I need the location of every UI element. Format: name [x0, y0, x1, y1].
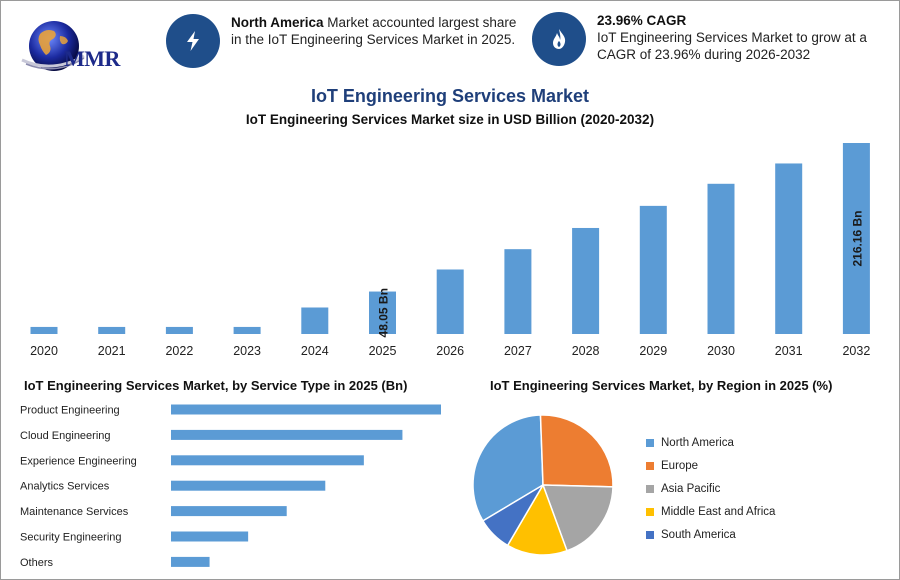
- legend-swatch: [646, 484, 654, 493]
- market-size-bar-chart: 2020 2021 2022 2023 2024 2025 2026 2027 2028 2029…: [30, 143, 870, 358]
- hbar-experience-engineering: [171, 455, 364, 466]
- legend-item: Asia Pacific: [646, 478, 775, 501]
- region-pie-chart: [472, 414, 614, 556]
- logo-text: MMR: [64, 46, 120, 71]
- region-legend: North America Europe Asia Pacific Middle Ea…: [646, 432, 775, 546]
- info-cagr-bold: 23.96% CAGR: [597, 13, 687, 28]
- pie-slice-north-america: [472, 414, 544, 522]
- category-label: Cloud Engineering: [20, 430, 111, 442]
- bar-2027: [504, 249, 532, 334]
- legend-label: Middle East and Africa: [661, 505, 776, 518]
- legend-swatch: [646, 439, 654, 448]
- category-label: Product Engineering: [20, 405, 120, 417]
- bar-2028: [572, 227, 600, 334]
- pie-slice-middle-east-and-africa: [506, 483, 568, 556]
- x-tick-label: 2029: [639, 344, 667, 358]
- x-tick-label: 2025: [369, 344, 397, 358]
- hbar-product-engineering: [171, 404, 441, 415]
- category-label: Security Engineering: [20, 532, 122, 544]
- hbar-cloud-engineering: [171, 429, 403, 440]
- x-tick-label: 2026: [436, 344, 464, 358]
- legend-label: Asia Pacific: [661, 482, 721, 495]
- pie-slice-europe: [539, 414, 614, 488]
- flame-icon: [532, 12, 586, 66]
- legend-item: Europe: [646, 455, 775, 478]
- lightning-bolt-icon: [166, 14, 220, 68]
- x-tick-label: 2027: [504, 344, 532, 358]
- bar-2031: [775, 163, 803, 334]
- info-box-cagr: 23.96% CAGR IoT Engineering Services Mark…: [532, 12, 896, 66]
- hbar-maintenance-services: [171, 506, 287, 517]
- hbar-others: [171, 556, 210, 567]
- x-tick-label: 2028: [572, 344, 600, 358]
- bar-2030: [707, 183, 735, 334]
- data-label-2032: 216.16 Bn: [850, 210, 864, 266]
- category-label: Maintenance Services: [20, 506, 129, 518]
- x-tick-label: 2020: [30, 344, 58, 358]
- x-tick-label: 2024: [301, 344, 329, 358]
- legend-item: North America: [646, 432, 775, 455]
- legend-item: South America: [646, 523, 775, 546]
- bar-2020: [30, 326, 58, 334]
- bar-2024: [301, 307, 329, 334]
- category-label: Analytics Services: [20, 481, 110, 493]
- pie-slice-south-america: [481, 484, 544, 547]
- info-box-region: North America Market accounted largest s…: [166, 14, 526, 68]
- info-cagr-text: IoT Engineering Services Market to grow …: [597, 30, 867, 62]
- hbar-security-engineering: [171, 531, 249, 542]
- service-type-bar-chart: Product Engineering Cloud Engineering Expe…: [20, 404, 441, 569]
- region-chart-title: IoT Engineering Services Market, by Regi…: [490, 378, 833, 393]
- pie-slice-asia-pacific: [541, 484, 614, 552]
- legend-label: North America: [661, 437, 734, 450]
- bar-2029: [639, 205, 667, 334]
- legend-item: Middle East and Africa: [646, 500, 775, 523]
- info-region-bold: North America: [231, 15, 324, 30]
- service-type-chart-title: IoT Engineering Services Market, by Serv…: [24, 378, 408, 393]
- bar-2032: [842, 143, 870, 334]
- bar-2026: [436, 269, 464, 334]
- x-tick-label: 2032: [842, 344, 870, 358]
- bar-2021: [98, 326, 126, 334]
- legend-label: South America: [661, 528, 736, 541]
- category-label: Others: [20, 557, 54, 569]
- bar-2023: [233, 326, 261, 334]
- hbar-analytics-services: [171, 480, 326, 491]
- x-tick-label: 2031: [775, 344, 803, 358]
- x-tick-label: 2021: [98, 344, 126, 358]
- x-tick-label: 2023: [233, 344, 261, 358]
- mmr-logo: [21, 21, 85, 71]
- x-tick-label: 2030: [707, 344, 735, 358]
- x-tick-label: 2022: [165, 344, 193, 358]
- category-label: Experience Engineering: [20, 455, 137, 467]
- legend-swatch: [646, 462, 654, 471]
- bar-2025: [369, 291, 396, 334]
- legend-swatch: [646, 530, 654, 539]
- info-region-text: Market accounted largest share in the Io…: [231, 15, 517, 47]
- data-label-2025: 48.05 Bn: [377, 288, 391, 337]
- legend-label: Europe: [661, 460, 699, 473]
- legend-swatch: [646, 507, 654, 516]
- bar-2022: [165, 326, 193, 334]
- bar-chart-title: IoT Engineering Services Market size in …: [245, 112, 655, 127]
- main-title: IoT Engineering Services Market: [310, 86, 590, 106]
